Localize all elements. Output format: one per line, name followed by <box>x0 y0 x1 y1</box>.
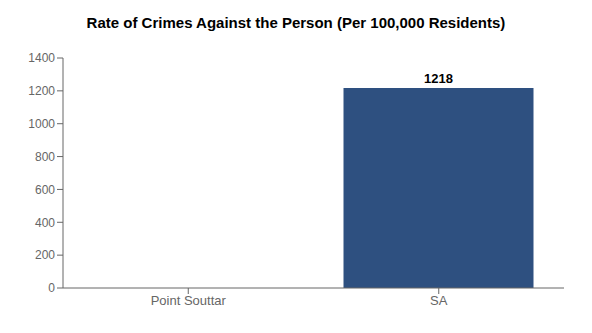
html-text:Rate of Crimes Against the Per: Rate of Crimes Against the Person (Per 1… <box>86 14 506 31</box>
svg-text:1218: 1218 <box>424 71 453 86</box>
svg-text:200: 200 <box>35 248 55 262</box>
svg-text:1000: 1000 <box>28 117 55 131</box>
svg-text:400: 400 <box>35 216 55 230</box>
svg-text:SA: SA <box>430 293 448 308</box>
svg-text:1200: 1200 <box>28 84 55 98</box>
svg-text:Point Souttar: Point Souttar <box>151 293 227 308</box>
svg-text:800: 800 <box>35 150 55 164</box>
svg-text:0: 0 <box>48 281 55 295</box>
svg-text:1400: 1400 <box>28 51 55 65</box>
svg-text:600: 600 <box>35 183 55 197</box>
